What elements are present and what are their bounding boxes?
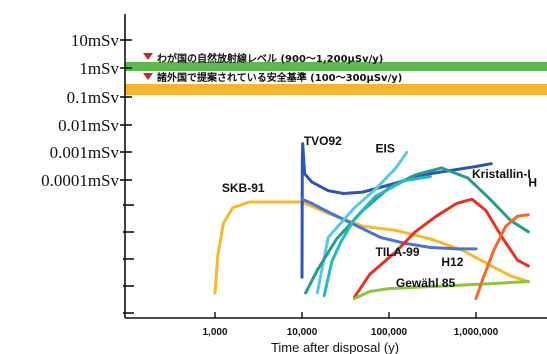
reference-band (125, 62, 547, 71)
series-label: H12 (441, 255, 463, 269)
series-line (352, 197, 530, 299)
reference-band-label: わが国の自然放射線レベル (900〜1,200μSv/y) (157, 52, 383, 65)
x-tick-label: 10,000 (287, 327, 318, 338)
y-tick-label: 1mSv (79, 59, 119, 78)
y-tick-label: 0.01mSv (58, 116, 119, 135)
series-line (322, 175, 432, 298)
series-label: H (528, 175, 537, 189)
reference-band-label: 諸外国で提案されている安全基準 (100〜300μSv/y) (157, 71, 402, 84)
y-tick-label: 10mSv (71, 31, 120, 50)
series-label: SKB-91 (222, 181, 265, 195)
axes (120, 14, 547, 319)
y-tick-label: 0.0001mSv (41, 171, 119, 190)
series-line (315, 150, 409, 295)
series-line (352, 280, 530, 301)
series-line (474, 213, 530, 301)
reference-bands: わが国の自然放射線レベル (900〜1,200μSv/y) 諸外国で提案されている… (125, 52, 547, 95)
x-tick-label: 100,000 (371, 327, 408, 338)
series-line (300, 197, 478, 251)
x-tick-label: 1,000,000 (454, 327, 499, 338)
axis-labels: 10mSv 1mSv 0.1mSv 0.01mSv 0.001mSv 0.0001mSv 1… (41, 31, 499, 354)
x-tick-label: 1,000 (202, 327, 227, 338)
warning-triangle-icon (143, 53, 153, 60)
y-tick-label: 0.001mSv (50, 143, 120, 162)
series-label: Gewähl 85 (396, 276, 456, 290)
y-tick-label: 0.1mSv (67, 88, 120, 107)
series-label: TVO92 (304, 134, 342, 148)
series-labels: SKB-91 TVO92 EIS Kristallin-I TILA-99 H12 Gewä… (222, 134, 537, 290)
series-line (304, 166, 530, 295)
series-label: EIS (376, 141, 395, 155)
warning-triangle-icon (143, 73, 153, 80)
series-line (300, 142, 493, 279)
x-axis-title: Time after disposal (y) (271, 340, 399, 354)
series-label: Kristallin-I (472, 167, 531, 181)
series-lines (213, 142, 530, 301)
reference-band (125, 84, 547, 95)
series-label: TILA-99 (376, 245, 420, 259)
